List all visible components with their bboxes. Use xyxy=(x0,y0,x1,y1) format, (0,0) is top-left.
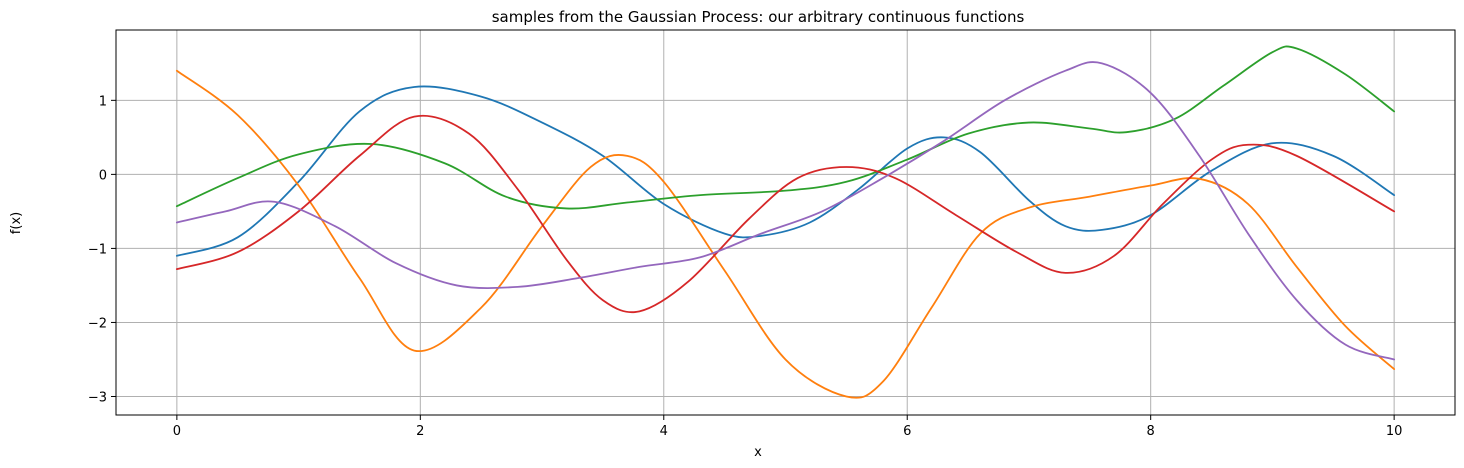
grid xyxy=(116,30,1455,415)
y-tick-label: −1 xyxy=(88,242,107,257)
chart-title: samples from the Gaussian Process: our a… xyxy=(492,8,1025,26)
series-lines xyxy=(175,45,1396,399)
series-line-1 xyxy=(175,85,1396,257)
x-axis-label: x xyxy=(754,445,762,460)
y-tick-label: −3 xyxy=(88,390,107,405)
series-line-4 xyxy=(175,114,1396,314)
y-tick-label: 1 xyxy=(99,94,107,109)
y-axis-label: f(x) xyxy=(9,212,24,234)
x-tick-label: 10 xyxy=(1386,424,1403,439)
x-tick-label: 0 xyxy=(173,424,181,439)
series-line-5 xyxy=(175,61,1396,361)
x-tick-label: 4 xyxy=(660,424,668,439)
series-line-2 xyxy=(175,69,1396,399)
plot-frame xyxy=(115,29,1456,416)
x-tick-label: 6 xyxy=(903,424,911,439)
y-tick-label: 0 xyxy=(99,168,107,183)
x-tick-label: 2 xyxy=(416,424,424,439)
series-line-3 xyxy=(175,45,1396,210)
y-tick-label: −2 xyxy=(88,316,107,331)
x-tick-label: 8 xyxy=(1147,424,1155,439)
